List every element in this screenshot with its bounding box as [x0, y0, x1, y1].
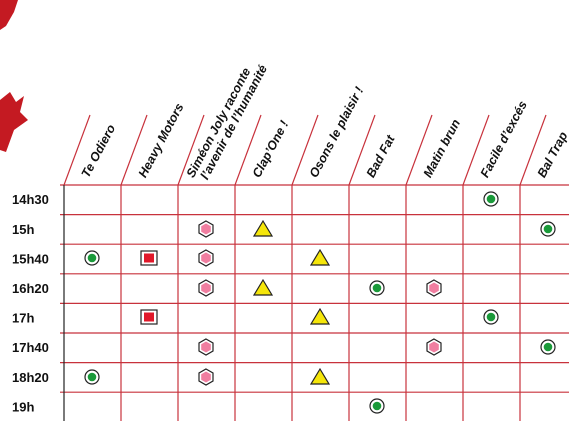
symbol-triangle: [253, 279, 273, 296]
symbol-hexagon: [426, 338, 442, 356]
symbol-triangle: [253, 220, 273, 237]
time-label: 16h20: [12, 281, 49, 296]
symbol-square: [140, 309, 158, 325]
symbol-triangle: [310, 308, 330, 325]
symbol-triangle: [310, 368, 330, 385]
column-header: Bal Trap: [535, 129, 569, 180]
symbol-hexagon: [198, 338, 214, 356]
symbol-circle: [369, 280, 385, 296]
decoration: [0, 0, 28, 152]
symbol-hexagon: [198, 220, 214, 238]
column-header: Matin brun: [421, 117, 464, 180]
column-header: Osons le plaisir !: [307, 84, 367, 180]
symbol-circle: [540, 221, 556, 237]
symbol-hexagon: [198, 279, 214, 297]
symbol-square: [140, 250, 158, 266]
header-divider: [462, 114, 490, 186]
symbol-hexagon: [198, 368, 214, 386]
header-divider: [177, 114, 205, 186]
column-header: Facile d’excés: [478, 98, 530, 179]
header-divider: [405, 114, 433, 186]
time-label: 15h: [12, 222, 34, 237]
symbol-hexagon: [426, 279, 442, 297]
time-label: 17h: [12, 311, 34, 326]
symbol-circle: [369, 398, 385, 414]
column-header: Bad Fat: [364, 132, 398, 180]
header-divider: [291, 114, 319, 186]
time-label: 14h30: [12, 192, 49, 207]
symbol-circle: [483, 191, 499, 207]
time-label: 17h40: [12, 340, 49, 355]
header-divider: [63, 114, 91, 186]
symbol-hexagon: [198, 249, 214, 267]
symbol-circle: [84, 369, 100, 385]
symbols: [84, 191, 556, 414]
time-label: 19h: [12, 399, 34, 414]
column-header: Heavy Motors: [136, 101, 187, 180]
time-label: 15h40: [12, 251, 49, 266]
header-divider: [234, 114, 262, 186]
header-divider: [348, 114, 376, 186]
symbol-triangle: [310, 249, 330, 266]
symbol-circle: [483, 309, 499, 325]
time-label: 18h20: [12, 370, 49, 385]
symbol-circle: [84, 250, 100, 266]
header-divider: [519, 114, 547, 186]
symbol-circle: [540, 339, 556, 355]
header-divider: [120, 114, 148, 186]
